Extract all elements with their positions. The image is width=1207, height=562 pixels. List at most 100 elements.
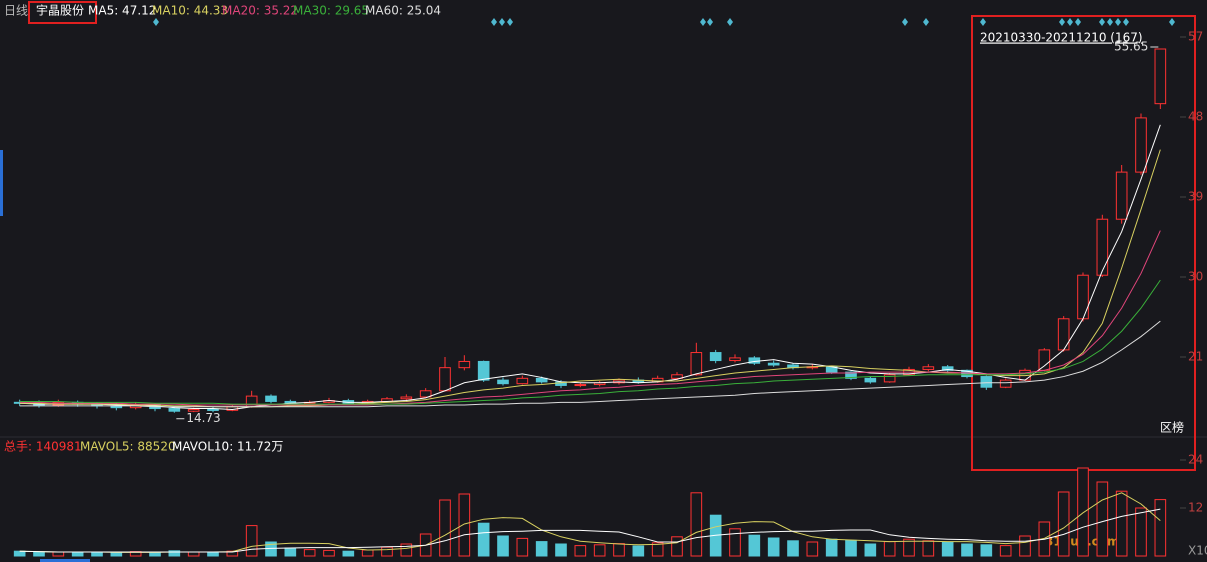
volume-bar	[342, 550, 355, 557]
volume-bar	[1057, 491, 1070, 557]
candle-body	[419, 390, 432, 398]
candle-body	[729, 357, 741, 362]
low-label: 14.73	[186, 411, 220, 425]
ma-line	[19, 230, 1161, 406]
candle-body	[690, 352, 703, 376]
volume-bar	[671, 536, 683, 557]
volume-bar	[574, 545, 587, 557]
volume-bar	[1077, 467, 1089, 557]
volume-bar	[1096, 481, 1109, 557]
volume-bar	[651, 542, 664, 557]
volume-bar	[535, 541, 548, 557]
y-tick-label: 39	[1188, 190, 1203, 204]
volume-bar	[613, 543, 625, 557]
volume-legend-entry: MAVOL10: 11.72万	[172, 440, 283, 454]
volume-bar	[149, 551, 161, 557]
volume-bar	[497, 535, 509, 557]
candle-body	[400, 396, 413, 400]
legend-entry: MA60: 25.04	[365, 4, 441, 18]
volume-bar	[845, 539, 857, 557]
legend-entry: MA5: 47.12	[88, 4, 156, 18]
volume-ma-line	[19, 492, 1161, 553]
volume-ma-line	[19, 508, 1161, 553]
volume-unit: X10	[1188, 544, 1207, 558]
volume-bar	[323, 549, 335, 557]
volume-bar	[303, 549, 316, 557]
volume-bar	[941, 541, 954, 557]
candle-body	[458, 360, 471, 369]
volume-legend-entry: MAVOL5: 88520	[80, 440, 176, 454]
candle-body	[999, 379, 1012, 388]
candle-body	[922, 366, 935, 370]
volume-bar	[1154, 499, 1167, 557]
candle-body	[1154, 48, 1167, 105]
candle-body	[864, 377, 877, 383]
candle-body	[1077, 274, 1089, 320]
candle-body	[1115, 171, 1128, 220]
volume-bar	[787, 540, 799, 557]
volume-bar	[980, 544, 993, 557]
scroll-marker	[40, 559, 90, 562]
candle-body	[1038, 349, 1051, 371]
candle-body	[883, 374, 896, 383]
candle-body	[671, 374, 683, 379]
volume-bar	[33, 551, 45, 557]
volume-bar	[1115, 490, 1128, 557]
volume-tick-label: 24	[1188, 453, 1203, 467]
volume-bar	[922, 540, 935, 557]
ma-line	[19, 279, 1161, 405]
y-tick-label: 21	[1188, 350, 1203, 364]
volume-bar	[555, 543, 567, 557]
candle-body	[187, 408, 200, 412]
volume-bar	[516, 537, 529, 557]
volume-bar	[71, 552, 84, 557]
signal-markers	[153, 18, 1175, 26]
volume-bar	[999, 545, 1012, 557]
candle-body	[439, 367, 451, 392]
candle-body	[265, 395, 277, 402]
side-marker	[0, 150, 3, 216]
candle-body	[845, 371, 857, 379]
volume-bar	[13, 550, 26, 557]
volume-bar	[187, 551, 200, 557]
volume-bar	[361, 549, 374, 557]
volume-bar	[961, 543, 973, 557]
candle-body	[535, 377, 548, 383]
candle-body	[168, 408, 181, 412]
candle-body	[1096, 218, 1109, 276]
volume-bar	[806, 541, 819, 557]
candle-body	[1135, 117, 1147, 173]
candle-body	[497, 379, 509, 385]
high-label: 55.65	[1114, 40, 1148, 54]
volume-bar	[1135, 507, 1147, 557]
ma-line	[19, 320, 1161, 408]
volume-bar	[593, 544, 606, 557]
legend-entry: MA30: 29.65	[293, 4, 369, 18]
volume-bar	[284, 547, 297, 557]
stock-highlight	[28, 1, 97, 24]
volume-bar	[52, 551, 65, 557]
volume-tick-label: 12	[1188, 501, 1203, 515]
volume-bar	[168, 550, 181, 557]
ma-line	[19, 124, 1161, 410]
candle-body	[767, 362, 780, 366]
volume-bar	[825, 538, 838, 557]
volume-bar	[632, 545, 645, 557]
volume-bar	[883, 541, 896, 557]
volume-bar	[767, 537, 780, 557]
legend-entry: MA10: 44.33	[152, 4, 228, 18]
candle-body	[477, 360, 490, 381]
volume-bar	[381, 546, 393, 557]
volume-bar	[207, 551, 219, 557]
volume-bar	[400, 543, 413, 557]
volume-bar	[1019, 535, 1031, 557]
volume-bar	[864, 543, 877, 557]
ma-line	[19, 149, 1161, 408]
badge: 区榜	[1160, 420, 1184, 435]
candle-body	[1057, 318, 1070, 351]
candle-body	[574, 384, 587, 387]
volume-bar	[729, 528, 741, 557]
volume-bar	[458, 493, 471, 557]
legend-entry: MA20: 35.22	[222, 4, 298, 18]
